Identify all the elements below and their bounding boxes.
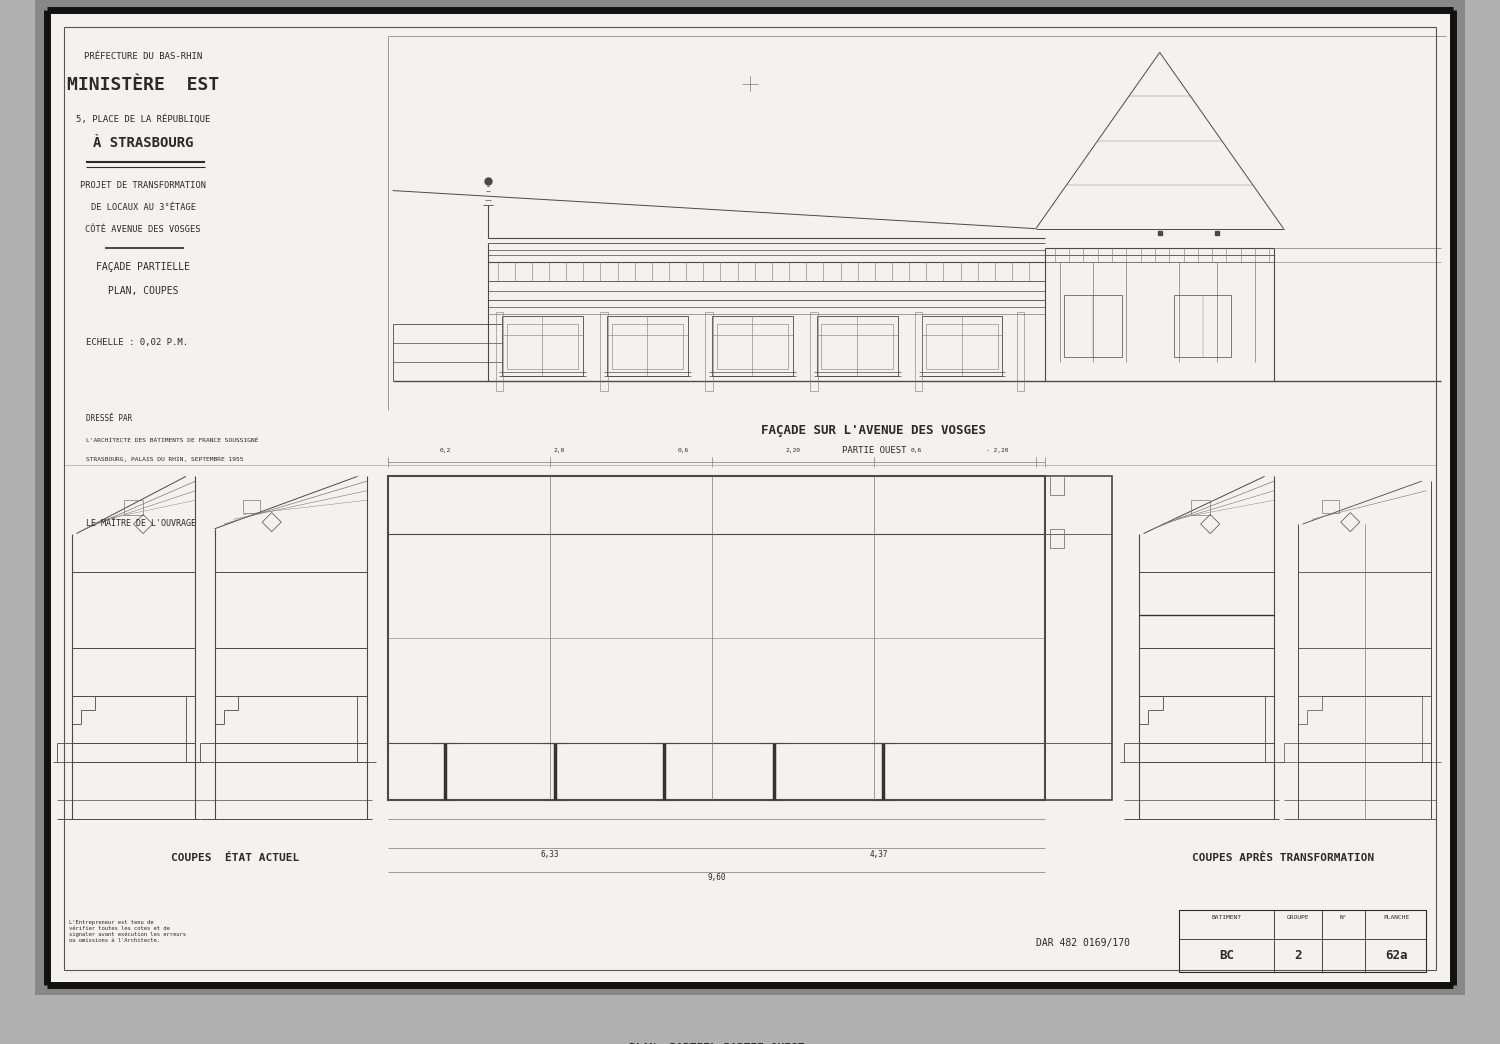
- Text: COUPES  ÉTAT ACTUEL: COUPES ÉTAT ACTUEL: [171, 853, 300, 862]
- Bar: [915, 311, 922, 390]
- Bar: [503, 316, 584, 376]
- Text: PARTIE OUEST: PARTIE OUEST: [842, 446, 906, 455]
- Bar: [507, 324, 579, 369]
- Bar: [810, 311, 818, 390]
- Text: 2,0: 2,0: [554, 448, 566, 453]
- Bar: [388, 37, 1446, 412]
- Text: À STRASBOURG: À STRASBOURG: [93, 137, 194, 150]
- Text: 4,37: 4,37: [870, 850, 888, 859]
- Bar: [612, 324, 684, 369]
- Text: N°: N°: [1340, 915, 1347, 920]
- Text: DRESSÉ PAR: DRESSÉ PAR: [86, 414, 132, 424]
- Text: 5, PLACE DE LA RÉPUBLIQUE: 5, PLACE DE LA RÉPUBLIQUE: [76, 115, 210, 124]
- Text: ECHELLE : 0,02 P.M.: ECHELLE : 0,02 P.M.: [86, 338, 188, 348]
- Text: - 2,20: - 2,20: [987, 448, 1010, 453]
- Bar: [1017, 311, 1025, 390]
- Bar: [124, 500, 142, 515]
- Bar: [608, 316, 688, 376]
- Text: BC: BC: [1220, 949, 1234, 963]
- Bar: [1191, 500, 1210, 515]
- Text: PRÉFECTURE DU BAS-RHIN: PRÉFECTURE DU BAS-RHIN: [84, 52, 203, 62]
- Bar: [717, 324, 788, 369]
- Text: 62a: 62a: [1384, 949, 1407, 963]
- Bar: [1050, 476, 1065, 496]
- Text: 2,20: 2,20: [786, 448, 801, 453]
- Text: DE LOCAUX AU 3°ÉTAGE: DE LOCAUX AU 3°ÉTAGE: [90, 203, 195, 212]
- Text: 9,60: 9,60: [708, 873, 726, 882]
- Bar: [495, 311, 502, 390]
- Bar: [1322, 500, 1340, 513]
- Text: L'Entrepreneur est tenu de
vérifier toutes les cotes et de
signaler avant exécut: L'Entrepreneur est tenu de vérifier tout…: [69, 920, 186, 944]
- Text: 0,6: 0,6: [678, 448, 688, 453]
- Text: 2: 2: [1294, 949, 1302, 963]
- Text: PLAN, COUPES: PLAN, COUPES: [108, 286, 178, 295]
- Bar: [600, 311, 608, 390]
- Bar: [816, 316, 897, 376]
- Bar: [1046, 476, 1112, 801]
- Text: STRASBOURG, PALAIS DU RHIN, SEPTEMBRE 1955: STRASBOURG, PALAIS DU RHIN, SEPTEMBRE 19…: [86, 457, 243, 462]
- Text: LE MAÎTRE DE L'OUVRAGE: LE MAÎTRE DE L'OUVRAGE: [86, 519, 196, 528]
- Bar: [822, 324, 892, 369]
- Bar: [1065, 295, 1122, 357]
- Text: 0,6: 0,6: [910, 448, 922, 453]
- Bar: [705, 311, 712, 390]
- Text: PROJET DE TRANSFORMATION: PROJET DE TRANSFORMATION: [80, 181, 206, 190]
- Bar: [388, 476, 1046, 801]
- Bar: [243, 500, 261, 513]
- Text: CÔTÉ AVENUE DES VOSGES: CÔTÉ AVENUE DES VOSGES: [86, 224, 201, 234]
- Text: DAR 482 0169/170: DAR 482 0169/170: [1036, 939, 1130, 948]
- Text: 0,2: 0,2: [440, 448, 450, 453]
- Bar: [1179, 910, 1426, 972]
- Text: FAÇADE SUR L'AVENUE DES VOSGES: FAÇADE SUR L'AVENUE DES VOSGES: [762, 424, 987, 437]
- Bar: [1050, 529, 1065, 548]
- Bar: [927, 324, 998, 369]
- Text: PLANCHE: PLANCHE: [1383, 915, 1408, 920]
- Bar: [921, 316, 1002, 376]
- Text: COUPES APRÈS TRANSFORMATION: COUPES APRÈS TRANSFORMATION: [1192, 853, 1374, 862]
- Text: MINISTÈRE  EST: MINISTÈRE EST: [68, 76, 219, 94]
- Text: FAÇADE PARTIELLE: FAÇADE PARTIELLE: [96, 262, 190, 272]
- Bar: [1174, 295, 1232, 357]
- Text: BATIMENT: BATIMENT: [1212, 915, 1242, 920]
- Text: L'ARCHITECTE DES BÂTIMENTS DE FRANCE SOUSSIGNÉ: L'ARCHITECTE DES BÂTIMENTS DE FRANCE SOU…: [86, 438, 258, 444]
- Bar: [712, 316, 794, 376]
- Text: GROUPE: GROUPE: [1287, 915, 1310, 920]
- Text: 6,33: 6,33: [540, 850, 560, 859]
